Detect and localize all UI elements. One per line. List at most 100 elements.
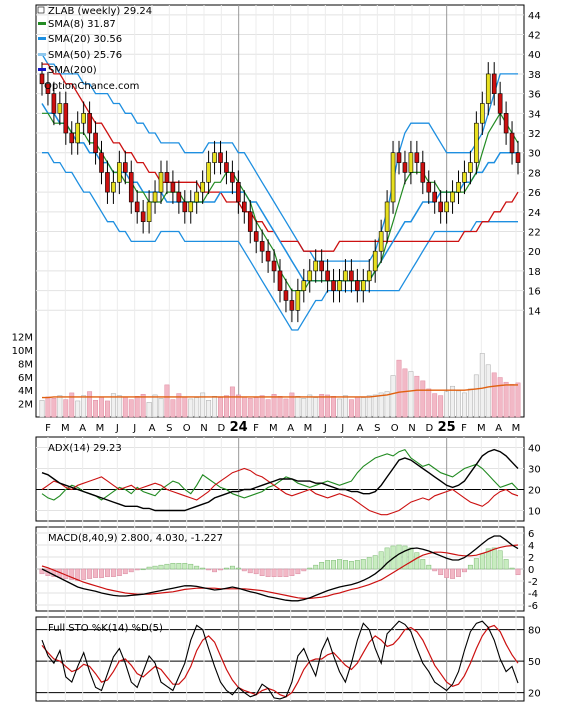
volume-tick-label: 2M [18,400,33,411]
candle-body [164,172,170,183]
volume-bar [87,391,93,418]
macd-histogram-bar [164,563,170,570]
candle-body [105,172,110,193]
volume-bar [247,398,253,418]
candle-body [51,93,57,114]
volume-bar [319,393,325,418]
month-label: S [166,423,172,434]
candle-body [253,231,259,242]
macd-tick-label: 0 [528,565,534,576]
stoch-title: Full STO %K(14) %D(5) [48,623,163,634]
macd-histogram-bar [343,560,348,570]
volume-bar [331,396,337,418]
volume-bar [343,395,348,418]
volume-bar [164,384,170,418]
macd-histogram-bar [176,562,182,570]
macd-histogram-bar [360,559,366,570]
adx-tick-label: 40 [528,444,541,455]
macd-histogram-bar [200,567,206,570]
candle-body [408,152,414,173]
volume-bar [414,375,420,418]
volume-bar [152,394,158,418]
macd-histogram-bar [81,568,87,580]
volume-bar [182,396,188,418]
macd-histogram-bar [414,552,420,570]
volume-bar [497,377,503,418]
stoch-d-line [41,624,519,698]
candle-body [444,201,449,213]
candle-body [212,152,217,163]
macd-histogram-bar [372,555,378,570]
candle-body [307,270,313,282]
candle-body [337,280,342,291]
macd-histogram-bar [450,568,456,579]
month-label: J [340,423,344,434]
macd-histogram-bar [140,568,146,571]
stoch-k-line [41,620,519,700]
candle-body [259,241,265,252]
price-tick-label: 44 [528,11,541,22]
macd-histogram-bar [87,568,93,579]
month-label: O [391,423,399,434]
macd-histogram-bar [69,568,75,580]
volume-bar [509,383,515,418]
candle-body [146,201,152,222]
macd-line [41,535,519,602]
candle-body [515,152,521,163]
candle-body [396,152,402,163]
candle-body [384,201,390,232]
volume-bar [229,386,235,418]
volume-bar [128,399,134,418]
macd-histogram-bar [319,562,325,570]
month-label: D [217,423,225,434]
month-label: 25 [438,420,456,435]
candle-body [134,201,140,213]
volume-bar [176,393,182,418]
candle-body [111,181,116,193]
volume-bar [289,392,295,418]
month-label: F [253,423,259,434]
volume-bar [116,395,122,418]
macd-histogram-bar [408,547,414,570]
candle-body [295,290,301,311]
macd-histogram-bar [277,568,283,577]
macd-histogram-bar [146,566,152,570]
candle-body [468,162,473,173]
macd-histogram-bar [337,559,342,570]
candle-body [75,122,80,144]
legend-sma20: SMA(20) 30.56 [48,34,122,45]
macd-histogram-bar [402,545,408,570]
candle-body [319,260,324,272]
volume-bar [301,398,307,418]
month-label: J [115,423,119,434]
volume-bar [384,391,390,418]
stoch-tick-label: 20 [528,689,541,700]
volume-bar [366,395,372,418]
volume-bar [170,399,176,418]
month-label: J [323,423,327,434]
volume-bar [283,398,289,418]
month-label: M [512,423,521,434]
source-watermark: OptionChance.com [44,81,139,92]
macd-histogram-bar [426,564,432,570]
candle-body [414,152,420,163]
candle-body [236,181,241,203]
price-tick-label: 18 [528,267,541,278]
macd-histogram-bar [289,568,295,576]
candle-body [93,132,98,154]
macd-histogram-bar [378,551,384,570]
volume-bar [271,393,277,418]
macd-histogram-bar [182,562,188,570]
volume-bar [337,398,342,418]
macd-tick-label: -6 [528,601,538,612]
macd-histogram-bar [259,568,265,576]
volume-tick-label: 4M [18,386,33,397]
macd-histogram-bar [432,568,438,572]
macd-histogram-bar [503,559,509,570]
macd-histogram-bar [134,568,140,571]
macd-histogram-bar [51,568,57,577]
candle-body [313,260,319,272]
candle-body [128,172,134,203]
price-legend: ZLAB (weekly) 29.24 SMA(8) 31.87 SMA(20)… [37,6,152,92]
candle-body [57,103,63,114]
